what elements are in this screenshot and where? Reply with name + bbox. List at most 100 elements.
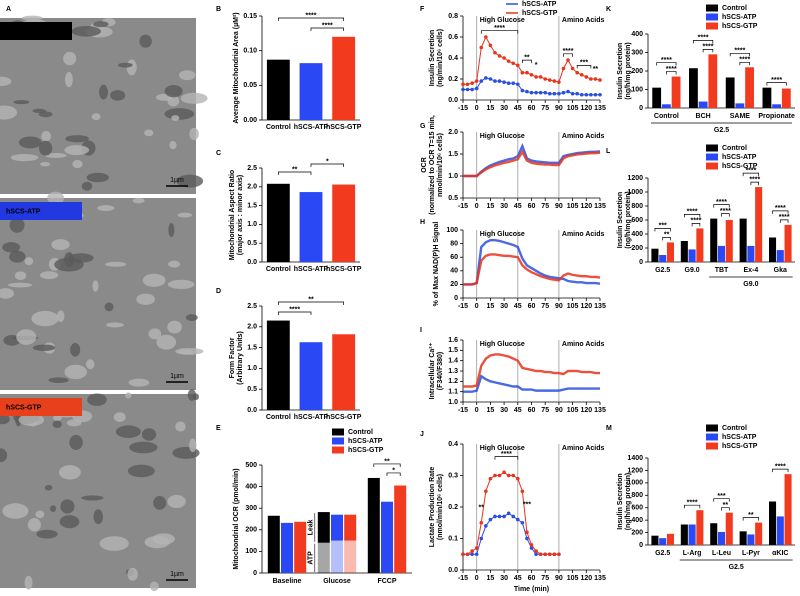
- organelle: [175, 347, 204, 355]
- data-point: [589, 92, 593, 97]
- bar: [781, 88, 791, 108]
- data-point: [470, 552, 474, 557]
- bar: [696, 510, 704, 545]
- organelle: [189, 438, 197, 453]
- significance-label: ****: [563, 48, 574, 55]
- data-point: [566, 58, 570, 62]
- data-point: [593, 92, 598, 97]
- organelle: [164, 84, 183, 98]
- y-axis-title: (ng/h/mg protein): [625, 473, 632, 531]
- y-tick-label: 1.0: [247, 221, 257, 228]
- y-tick-label: 2.5: [247, 165, 257, 172]
- data-point: [579, 92, 584, 97]
- y-tick-label: 0.4: [448, 441, 458, 448]
- x-tick-label: 105: [567, 575, 579, 582]
- x-tick-label: SAME: [730, 113, 751, 120]
- data-point: [465, 87, 470, 92]
- organelle: [177, 212, 193, 218]
- bar: [725, 512, 733, 545]
- data-point: [488, 43, 493, 48]
- organelle: [18, 413, 45, 426]
- organelle: [64, 364, 87, 380]
- data-point: [465, 552, 470, 557]
- y-tick-label: 0.5: [247, 386, 257, 393]
- bar: [680, 524, 688, 545]
- x-tick-label: αKIC: [772, 550, 788, 557]
- panel-label: I: [420, 327, 422, 334]
- significance-label: **: [664, 232, 670, 239]
- organelle: [99, 536, 129, 551]
- x-tick-label: 45: [514, 203, 522, 210]
- x-tick-label: 30: [500, 575, 508, 582]
- y-tick-label: 1.5: [448, 151, 458, 158]
- data-point: [593, 77, 598, 81]
- organelle: [178, 70, 196, 81]
- y-tick-label: 1400: [627, 455, 643, 462]
- organelle: [64, 72, 73, 88]
- y-tick-label: 800: [631, 492, 643, 499]
- y-tick-label: 200: [245, 527, 257, 534]
- data-point: [484, 76, 488, 80]
- y-tick-label: 2.0: [247, 324, 257, 331]
- data-point: [543, 90, 547, 95]
- significance-bracket: [691, 223, 701, 227]
- y-tick-label: 1000: [627, 480, 643, 487]
- x-tick-label: FCCP: [377, 578, 396, 585]
- significance-bracket: [750, 181, 760, 186]
- y-tick-label: 1.2: [448, 378, 458, 385]
- y-tick-label: 1.6: [448, 337, 458, 344]
- organelle: [2, 242, 21, 253]
- y-tick-label: 200: [631, 529, 643, 536]
- y-tick-label: 2.5: [247, 303, 257, 310]
- x-tick-label: hSCS-GTP: [326, 414, 362, 421]
- legend-swatch: [706, 424, 718, 432]
- x-tick-label: 15: [487, 303, 495, 310]
- bar: [680, 241, 688, 262]
- y-tick-label: 100: [446, 227, 458, 234]
- bar: [688, 524, 696, 545]
- phase-label: Amino Acids: [562, 445, 605, 452]
- significance-bracket: [277, 171, 312, 175]
- organelle: [189, 127, 199, 141]
- x-tick-label: -15: [458, 407, 468, 414]
- bar-segment: [317, 542, 330, 573]
- micrograph: [0, 18, 196, 194]
- data-point: [502, 514, 506, 519]
- organelle: [40, 271, 59, 280]
- data-point: [474, 86, 479, 91]
- significance-bracket: [310, 27, 345, 31]
- significance-bracket: [656, 62, 677, 66]
- x-tick-label: 30: [500, 407, 508, 414]
- significance-bracket: [729, 52, 750, 57]
- bar: [299, 63, 323, 120]
- organelle: [93, 509, 104, 525]
- data-point: [534, 75, 538, 79]
- bar: [659, 255, 667, 262]
- organelle: [53, 414, 62, 422]
- x-tick-label: 90: [555, 407, 563, 414]
- significance-label: ****: [501, 451, 512, 458]
- organelle: [18, 136, 42, 149]
- organelle: [113, 412, 126, 422]
- data-point: [589, 77, 593, 81]
- bar: [332, 184, 356, 262]
- significance-label: ****: [322, 22, 333, 29]
- y-tick-label: 0.8: [448, 13, 458, 20]
- y-tick-label: 1.0: [448, 399, 458, 406]
- organelle: [168, 260, 181, 268]
- micrograph: [0, 198, 196, 390]
- organelle: [41, 130, 51, 142]
- x-tick-label: 0: [475, 303, 479, 310]
- series-line: [463, 149, 601, 178]
- data-point: [479, 79, 484, 83]
- y-tick-label: 0.05: [243, 82, 257, 89]
- legend-swatch: [706, 13, 718, 21]
- x-tick-label: 0: [475, 407, 479, 414]
- legend-label: Control: [722, 145, 747, 152]
- y-tick-label: 1200: [627, 467, 643, 474]
- organelle: [110, 90, 126, 101]
- significance-label: ****: [739, 57, 750, 64]
- panel-label: E: [216, 425, 221, 432]
- phase-label: High Glucose: [480, 445, 525, 452]
- y-axis-title: Mitochondrial Aspect Ratio: [229, 170, 236, 260]
